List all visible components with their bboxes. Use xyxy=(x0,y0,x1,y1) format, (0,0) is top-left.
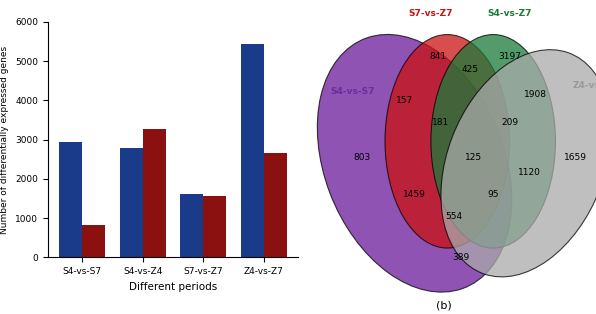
Ellipse shape xyxy=(317,35,512,292)
Y-axis label: Number of differentially expressed genes: Number of differentially expressed genes xyxy=(1,46,10,234)
Text: 841: 841 xyxy=(429,52,446,61)
Text: 425: 425 xyxy=(462,65,479,73)
Text: S4-vs-S7: S4-vs-S7 xyxy=(330,87,374,96)
Bar xyxy=(241,44,263,257)
Text: 1659: 1659 xyxy=(564,153,586,161)
Text: 1908: 1908 xyxy=(524,90,547,99)
Text: (b): (b) xyxy=(436,301,452,311)
Text: 125: 125 xyxy=(465,153,482,161)
Bar xyxy=(142,129,166,257)
Text: 181: 181 xyxy=(432,118,449,127)
Text: 803: 803 xyxy=(353,153,371,161)
Bar xyxy=(82,225,105,257)
Text: 1120: 1120 xyxy=(518,168,541,177)
Bar xyxy=(180,194,203,257)
Text: 209: 209 xyxy=(501,118,518,127)
Ellipse shape xyxy=(441,50,596,277)
Bar xyxy=(203,196,226,257)
Text: 554: 554 xyxy=(445,212,462,221)
Bar xyxy=(263,154,287,257)
Text: 157: 157 xyxy=(396,96,413,105)
Ellipse shape xyxy=(431,35,555,248)
Text: S7-vs-Z7: S7-vs-Z7 xyxy=(409,9,453,18)
Text: 389: 389 xyxy=(452,253,469,262)
Text: Z4-vs-Z4: Z4-vs-Z4 xyxy=(573,81,596,90)
Bar xyxy=(120,148,142,257)
Text: 3197: 3197 xyxy=(498,52,521,61)
Ellipse shape xyxy=(385,35,510,248)
Bar xyxy=(59,142,82,257)
Text: 95: 95 xyxy=(488,190,499,199)
Text: S4-vs-Z7: S4-vs-Z7 xyxy=(488,9,532,18)
X-axis label: Different periods: Different periods xyxy=(129,282,217,292)
Text: 1459: 1459 xyxy=(403,190,426,199)
